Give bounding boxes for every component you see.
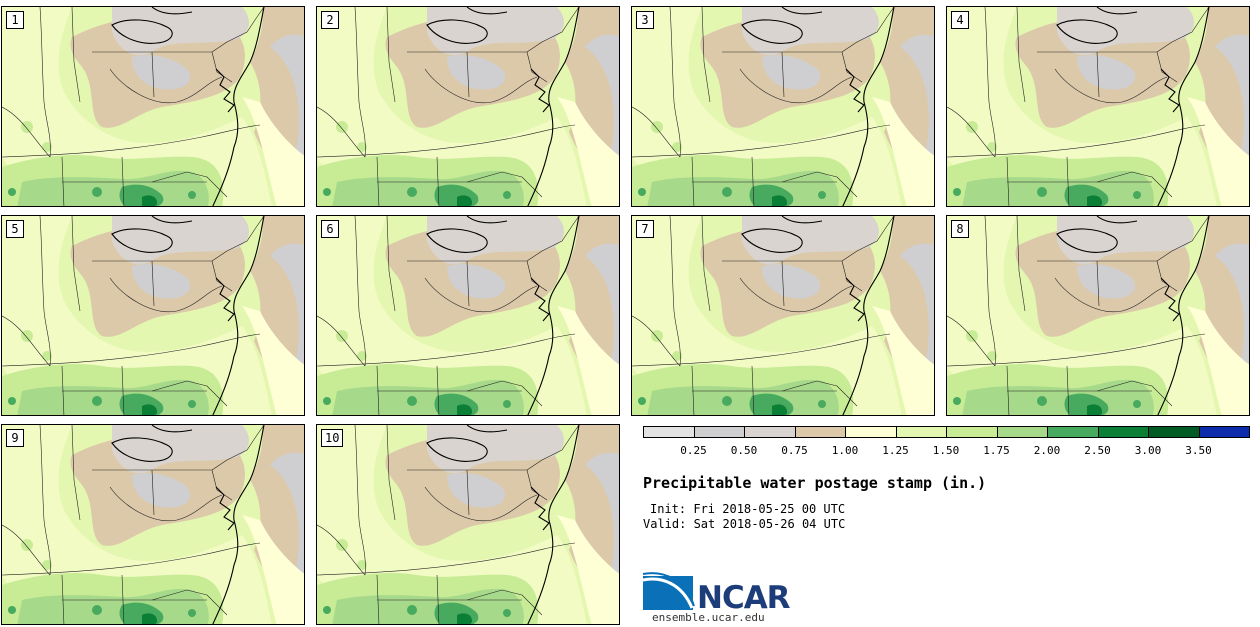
member-label: 3 [636, 11, 654, 29]
colorbar-segment [845, 426, 897, 438]
colorbar-segment [1198, 426, 1250, 438]
colorbar-segment [794, 426, 846, 438]
logo-text: NCAR [697, 580, 791, 616]
colorbar-tick-label: 1.00 [831, 444, 859, 457]
panel-member-7: 7 [631, 215, 935, 416]
colorbar-tick-label: 0.75 [781, 444, 808, 457]
website-url: ensemble.ucar.edu [652, 611, 765, 624]
member-label: 7 [636, 220, 654, 238]
colorbar-segment [1148, 426, 1200, 438]
colorbar-tick-label: 2.00 [1033, 444, 1061, 457]
colorbar-segment [946, 426, 998, 438]
panel-member-1: 1 [1, 6, 305, 207]
colorbar-tick-label: 1.50 [932, 444, 960, 457]
init-time: Init: Fri 2018-05-25 00 UTC [650, 502, 846, 516]
colorbar-tick-label: 2.50 [1084, 444, 1111, 457]
colorbar-segment [693, 426, 745, 438]
colorbar-segment [744, 426, 796, 438]
colorbar-tick-label: 1.75 [983, 444, 1010, 457]
colorbar-segment [643, 426, 695, 438]
colorbar-tick-label: 3.50 [1185, 444, 1212, 457]
member-label: 10 [321, 429, 344, 447]
colorbar-tick-label: 1.25 [882, 444, 909, 457]
colorbar-tick-label: 0.25 [680, 444, 707, 457]
member-label: 5 [6, 220, 24, 238]
colorbar-tick-label: 0.50 [730, 444, 758, 457]
colorbar-segment [1047, 426, 1099, 438]
panel-member-6: 6 [316, 215, 620, 416]
colorbar [643, 426, 1250, 440]
member-label: 1 [6, 11, 24, 29]
member-label: 6 [321, 220, 339, 238]
figure-title: Precipitable water postage stamp (in.) [643, 474, 987, 492]
panel-member-8: 8 [946, 215, 1250, 416]
colorbar-segment [996, 426, 1048, 438]
member-label: 4 [951, 11, 969, 29]
panel-member-5: 5 [1, 215, 305, 416]
member-label: 9 [6, 429, 24, 447]
colorbar-tick-label: 3.00 [1134, 444, 1162, 457]
panel-member-3: 3 [631, 6, 935, 207]
panel-member-2: 2 [316, 6, 620, 207]
panel-member-10: 10 [316, 424, 620, 625]
member-label: 2 [321, 11, 339, 29]
panel-member-4: 4 [946, 6, 1250, 207]
panel-member-9: 9 [1, 424, 305, 625]
colorbar-segment [1097, 426, 1149, 438]
colorbar-segment [895, 426, 947, 438]
ncar-logo-icon [642, 572, 695, 610]
valid-time: Valid: Sat 2018-05-26 04 UTC [643, 517, 846, 531]
member-label: 8 [951, 220, 969, 238]
